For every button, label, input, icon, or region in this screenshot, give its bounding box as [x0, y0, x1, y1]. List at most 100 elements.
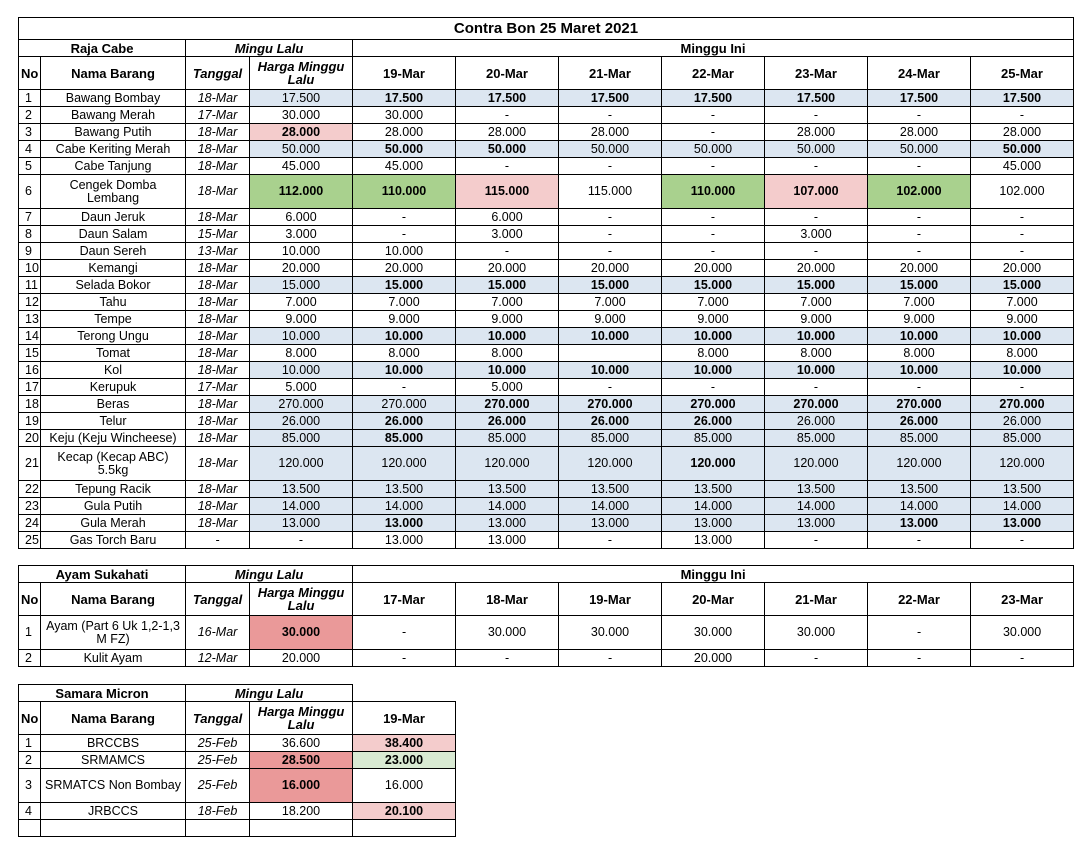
item-date: 18-Mar	[185, 344, 250, 362]
last-week-price: 3.000	[249, 225, 353, 243]
item-name: Daun Salam	[40, 225, 186, 243]
price-cell: 13.500	[455, 480, 559, 498]
table-row: 2 Bawang Merah 17-Mar 30.000 30.000- - - - - -	[18, 106, 1074, 124]
col-date: 20-Mar	[455, 56, 559, 90]
price-cell: 107.000	[764, 174, 868, 209]
col-date: 25-Mar	[970, 56, 1074, 90]
empty-cell	[185, 819, 251, 837]
price-cell: 13.000	[558, 514, 662, 532]
col-no: No	[18, 582, 41, 616]
table-row: 9 Daun Sereh 13-Mar 10.000 10.000- - - - - -	[18, 242, 1074, 260]
table-row: 4 JRBCCS 18-Feb 18.200 20.100	[18, 802, 457, 820]
price-cell: 115.000	[558, 174, 662, 209]
item-name: Kerupuk	[40, 378, 186, 396]
price-cell: 115.000	[455, 174, 559, 209]
price-cell: -	[867, 242, 971, 260]
table-row: 6 Cengek Domba Lembang 18-Mar 112.000 110.00…	[18, 174, 1074, 209]
last-week-price: 10.000	[249, 242, 353, 260]
price-cell: 28.000	[455, 123, 559, 141]
row-number: 3	[18, 123, 41, 141]
price-cell: -	[970, 225, 1074, 243]
item-name: Kulit Ayam	[39, 649, 187, 667]
empty-cell	[249, 819, 354, 837]
item-date: 18-Mar	[185, 259, 250, 277]
last-week-header: Mingu Lalu	[185, 565, 354, 583]
item-date: 18-Mar	[185, 412, 250, 430]
price-cell	[558, 344, 662, 362]
table-row: 23 Gula Putih 18-Mar 14.000 14.000 14.000 14.0…	[18, 497, 1074, 515]
price-cell: 13.000	[764, 514, 868, 532]
price-cell: 26.000	[764, 412, 868, 430]
price-cell: 7.000	[558, 293, 662, 311]
price-cell: 14.000	[661, 497, 765, 515]
price-cell: 120.000	[455, 446, 559, 481]
item-date: 17-Mar	[185, 106, 250, 124]
supplier-name: Samara Micron	[17, 684, 187, 702]
row-number: 21	[18, 446, 41, 481]
price-cell: 38.400	[352, 734, 457, 752]
col-harga-minggu-lalu: Harga Minggu Lalu	[249, 701, 354, 735]
last-week-price: 26.000	[249, 412, 353, 430]
price-cell: 9.000	[558, 310, 662, 328]
price-cell: 13.000	[455, 531, 559, 549]
item-name: Kol	[40, 361, 186, 379]
price-cell: 270.000	[661, 395, 765, 413]
table-row: 11 Selada Bokor 18-Mar 15.000 15.000 15.000 15…	[18, 276, 1074, 294]
price-cell: 13.000	[661, 531, 765, 549]
price-cell: 9.000	[661, 310, 765, 328]
col-date: 21-Mar	[558, 56, 662, 90]
price-cell: 13.500	[352, 480, 456, 498]
price-cell: 20.000	[970, 259, 1074, 277]
last-week-price: 10.000	[249, 327, 353, 345]
price-cell: -	[867, 208, 971, 226]
empty-cell	[352, 819, 457, 837]
supplier-name: Ayam Sukahati	[17, 565, 187, 583]
price-cell: -	[764, 208, 868, 226]
item-date: 18-Mar	[185, 123, 250, 141]
price-cell: 30.000	[764, 615, 869, 650]
row-number: 4	[18, 802, 41, 820]
price-cell: -	[970, 208, 1074, 226]
price-cell: -	[558, 378, 662, 396]
price-cell: -	[867, 106, 971, 124]
price-cell: 85.000	[764, 429, 868, 447]
price-cell: -	[661, 123, 765, 141]
price-cell: 20.000	[661, 649, 766, 667]
price-cell: -	[970, 378, 1074, 396]
item-date: 18-Mar	[185, 446, 250, 481]
price-cell: 50.000	[764, 140, 868, 158]
item-date: 18-Mar	[185, 480, 250, 498]
col-tanggal: Tanggal	[185, 56, 250, 90]
price-cell: 14.000	[558, 497, 662, 515]
row-number: 2	[18, 649, 41, 667]
table-row: 8 Daun Salam 15-Mar 3.000-3.000- -3.000- -	[18, 225, 1074, 243]
item-date: 16-Mar	[185, 615, 251, 650]
table-row: 4 Cabe Keriting Merah 18-Mar 50.000 50.000 50…	[18, 140, 1074, 158]
table-row: 12 Tahu 18-Mar 7.000 7.000 7.000 7.000 7.000 7.0…	[18, 293, 1074, 311]
price-cell: 50.000	[455, 140, 559, 158]
price-cell: -	[352, 378, 456, 396]
price-cell: 13.000	[867, 514, 971, 532]
table-row: 16 Kol 18-Mar 10.000 10.000 10.000 10.000 10.00…	[18, 361, 1074, 379]
price-cell: 85.000	[352, 429, 456, 447]
item-date: 18-Mar	[185, 157, 250, 175]
col-no: No	[18, 56, 41, 90]
price-cell: 14.000	[970, 497, 1074, 515]
price-cell: 13.000	[970, 514, 1074, 532]
price-cell: 7.000	[661, 293, 765, 311]
item-date: 18-Mar	[185, 276, 250, 294]
price-cell: 14.000	[352, 497, 456, 515]
price-cell: -	[558, 208, 662, 226]
table-row: 2 Kulit Ayam 12-Mar 20.000- - -20.000- - -	[18, 649, 1075, 667]
last-week-price: 270.000	[249, 395, 353, 413]
price-cell: 110.000	[661, 174, 765, 209]
price-cell: 10.000	[352, 242, 456, 260]
column-header-row: No Nama Barang Tanggal Harga Minggu Lalu…	[18, 56, 1074, 90]
price-cell: 17.500	[764, 89, 868, 107]
last-week-price: 5.000	[249, 378, 353, 396]
row-number: 15	[18, 344, 41, 362]
last-week-price: 112.000	[249, 174, 353, 209]
table-row: 1 Bawang Bombay 18-Mar 17.500 17.500 17.500 17…	[18, 89, 1074, 107]
last-week-price: 18.200	[249, 802, 354, 820]
item-name: Tempe	[40, 310, 186, 328]
